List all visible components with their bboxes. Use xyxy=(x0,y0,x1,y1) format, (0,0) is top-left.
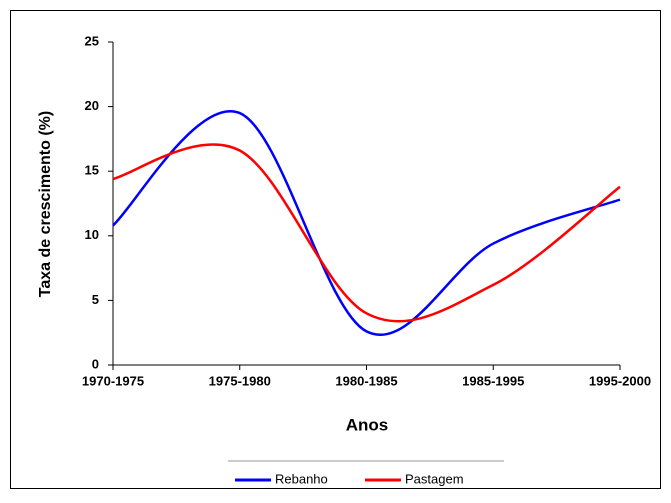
x-tick-label: 1975-1980 xyxy=(209,373,271,388)
x-axis-title: Anos xyxy=(346,415,389,434)
y-tick-label: 5 xyxy=(92,292,99,307)
series-line xyxy=(112,109,621,336)
y-tick-label: 25 xyxy=(85,33,99,48)
x-tick-label: 1980-1985 xyxy=(335,373,397,388)
x-tick-label: 1995-2000 xyxy=(589,373,651,388)
y-tick-label: 10 xyxy=(85,227,99,242)
x-tick-label: 1970-1975 xyxy=(82,373,144,388)
chart-border xyxy=(10,10,661,489)
y-axis-title: Taxa de crescimento (%) xyxy=(37,111,54,297)
y-tick-label: 20 xyxy=(85,98,99,113)
legend-label: Rebanho xyxy=(275,471,328,486)
y-tick-label: 0 xyxy=(92,356,99,371)
x-tick-label: 1985-1995 xyxy=(462,373,524,388)
series-line xyxy=(112,143,621,323)
legend-label: Pastagem xyxy=(405,471,464,486)
y-tick-label: 15 xyxy=(85,163,99,178)
